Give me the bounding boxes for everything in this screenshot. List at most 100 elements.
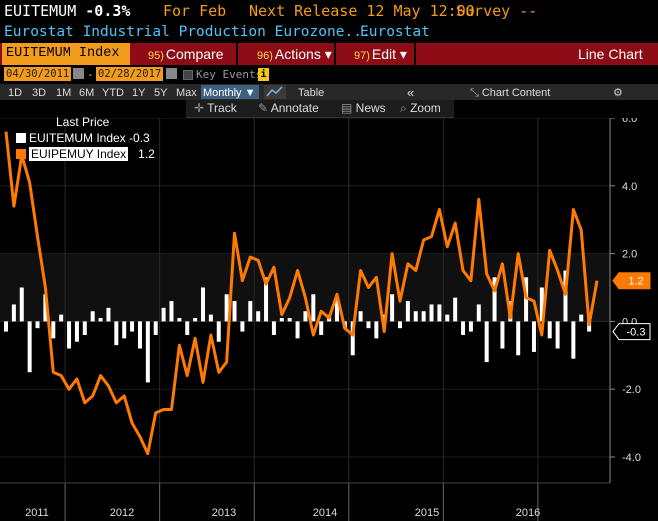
y-tick-label: -4.0	[622, 452, 641, 464]
track-button[interactable]: ✛ Track	[194, 100, 237, 117]
bar	[216, 321, 221, 342]
bar	[59, 314, 64, 322]
range-button-1d[interactable]: 1D	[8, 87, 23, 99]
chart-content-button[interactable]: ⤡ Chart Content	[468, 85, 552, 99]
news-button[interactable]: ▤ News	[341, 100, 386, 117]
crosshair-icon: ✛	[194, 101, 208, 115]
edit-button[interactable]: 97) Edit ▾	[354, 43, 407, 65]
actions-button[interactable]: 96) Actions ▾	[257, 43, 332, 65]
bar	[35, 321, 40, 329]
news-icon: ▤	[341, 101, 356, 115]
bar	[232, 301, 237, 322]
bar	[27, 321, 32, 373]
security-description: Eurostat Industrial Production Eurozone.…	[0, 22, 658, 42]
bar	[169, 301, 174, 322]
bar	[571, 321, 576, 359]
range-button-1m[interactable]: 1M	[56, 87, 72, 99]
bar	[114, 321, 119, 346]
key-events-label: Key Events	[196, 68, 263, 81]
bar	[51, 321, 56, 339]
bar	[43, 294, 48, 322]
bar	[82, 321, 87, 335]
bar	[319, 321, 324, 335]
calendar-icon[interactable]	[73, 68, 84, 79]
x-tick-label: 2013	[212, 507, 236, 519]
info-icon[interactable]: i	[258, 68, 269, 81]
chevron-down-icon: ▾	[396, 46, 407, 62]
annotate-button[interactable]: ✎ Annotate	[258, 100, 319, 117]
legend-item-euitemum[interactable]: EUITEMUM Index -0.3	[16, 130, 155, 146]
actions-label: Actions	[274, 46, 321, 62]
bar	[539, 287, 544, 322]
key-events-checkbox[interactable]	[183, 70, 193, 80]
edit-label: Edit	[371, 46, 397, 62]
legend-swatch	[16, 149, 26, 159]
chevron-down-icon: ▾	[320, 46, 332, 62]
legend-series-value: -0.3	[129, 131, 150, 145]
frequency-select[interactable]: Monthly ▼	[201, 85, 259, 99]
bar	[390, 294, 395, 322]
bar	[256, 311, 261, 322]
bar	[248, 301, 253, 322]
zoom-label: Zoom	[410, 101, 441, 115]
bar	[579, 314, 584, 322]
description-text[interactable]: Eurostat Industrial Production Eurozone.…	[4, 24, 371, 40]
bar	[224, 294, 229, 322]
bar	[531, 321, 536, 352]
last-change: -0.3%	[85, 2, 131, 20]
compare-button[interactable]: 95) Compare	[148, 43, 224, 65]
legend-series-name: EUITEMUM Index	[29, 131, 126, 145]
last-value-bars-tag	[612, 323, 651, 341]
bar	[67, 321, 72, 349]
bar	[366, 321, 371, 329]
collapse-icon[interactable]: «	[407, 85, 415, 100]
edit-number: 97)	[354, 50, 370, 62]
end-date-input[interactable]: 02/28/2017	[96, 67, 164, 81]
y-tick-label: 2.0	[622, 249, 637, 261]
bar	[106, 307, 111, 322]
bar	[453, 297, 458, 322]
source-text[interactable]: Eurostat	[360, 24, 430, 40]
table-button[interactable]: Table	[298, 87, 325, 99]
bar	[11, 304, 16, 322]
line-series-euipemuy	[4, 131, 599, 456]
security-input[interactable]: EUITEMUM Index	[2, 43, 130, 65]
bar	[193, 318, 198, 322]
bar	[334, 297, 339, 322]
next-release-label: Next Release 12 May 12:00	[249, 2, 475, 20]
legend-item-euipemuy[interactable]: EUIPEMUY Index 1.2	[16, 146, 155, 162]
start-date-input[interactable]: 04/30/2011	[4, 67, 72, 81]
last-value-line-tag	[612, 272, 651, 290]
calendar-icon[interactable]	[166, 68, 177, 79]
range-button-5y[interactable]: 5Y	[154, 87, 168, 99]
chart-type-icon[interactable]	[264, 85, 286, 99]
range-button-3d[interactable]: 3D	[32, 87, 47, 99]
bar	[587, 321, 592, 332]
chart-content-label: Chart Content	[481, 87, 551, 99]
zoom-button[interactable]: ⌕ Zoom	[400, 100, 441, 117]
bar	[153, 321, 158, 335]
view-title: Line Chart	[578, 46, 643, 62]
compare-label: Compare	[165, 46, 224, 62]
annotate-label: Annotate	[270, 101, 319, 115]
chart-toolbar: ✛ Track ✎ Annotate ▤ News ⌕ Zoom	[186, 100, 454, 118]
range-button-1y[interactable]: 1Y	[132, 87, 146, 99]
range-button-max[interactable]: Max	[176, 87, 197, 99]
range-button-ytd[interactable]: YTD	[102, 87, 124, 99]
bar	[19, 287, 24, 322]
function-bar-divider	[334, 43, 336, 65]
range-button-6m[interactable]: 6M	[79, 87, 95, 99]
bar	[130, 321, 135, 332]
x-tick-label: 2016	[516, 507, 540, 519]
bar	[563, 270, 568, 322]
legend-series-name: EUIPEMUY Index	[29, 147, 129, 161]
bar	[4, 321, 8, 332]
bar	[484, 321, 489, 363]
bar	[279, 318, 284, 322]
bar	[161, 307, 166, 322]
chevron-down-icon: ▼	[241, 87, 256, 99]
settings-gear-icon[interactable]: ⚙	[613, 87, 623, 99]
bar	[468, 321, 473, 332]
bar	[177, 318, 182, 322]
